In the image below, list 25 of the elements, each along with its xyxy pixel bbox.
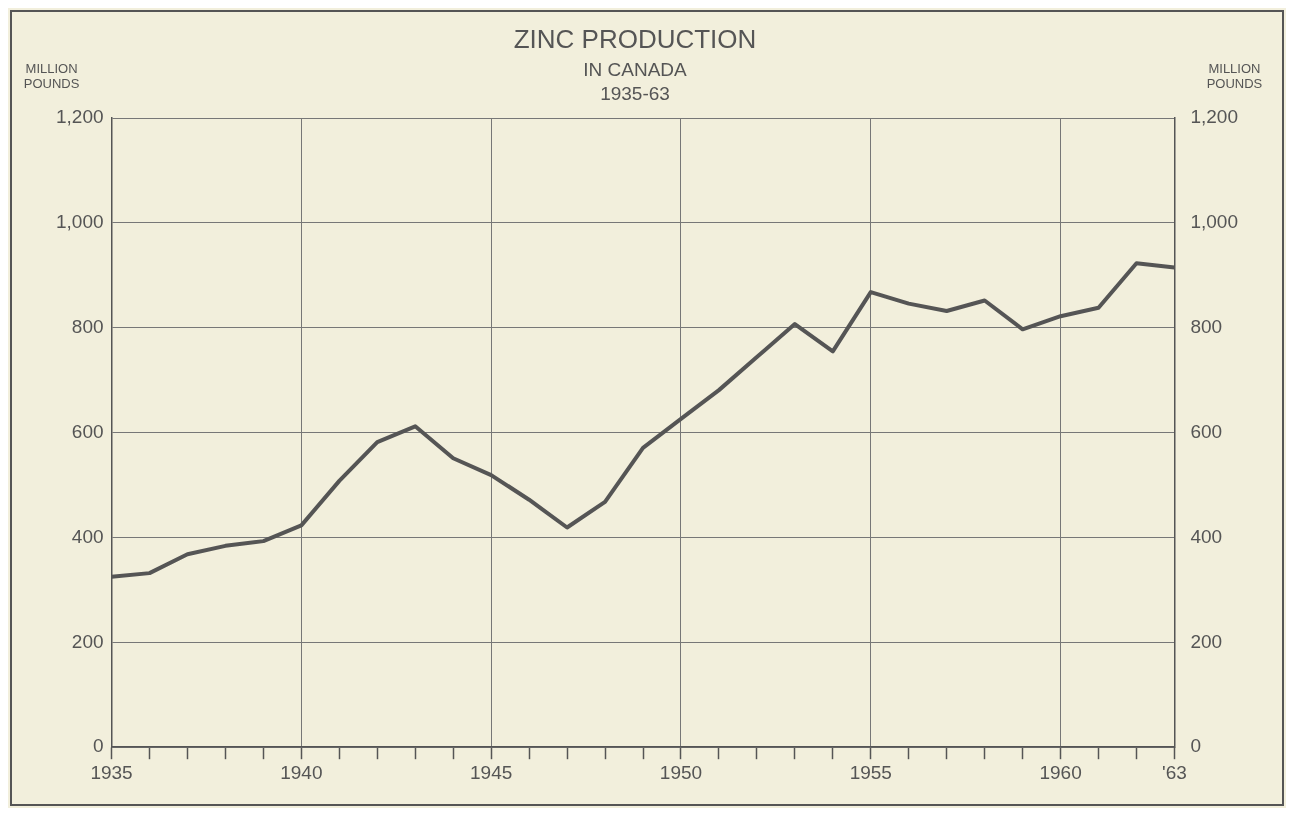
y2-tick-label: 200 <box>1190 630 1223 652</box>
x-tick-label: 1935 <box>90 761 133 783</box>
y-tick-label: 800 <box>71 315 104 337</box>
y-axis-title: MILLION POUNDS <box>23 61 80 91</box>
x-tick-label: 1940 <box>280 761 323 783</box>
y2-tick-label: 600 <box>1190 420 1223 442</box>
x-tick-label: 1955 <box>849 761 892 783</box>
y2-tick-label: 1,000 <box>1190 211 1238 233</box>
y-tick-label: 1,200 <box>56 106 104 128</box>
x-tick-label: 1950 <box>659 761 703 783</box>
x-tick-label: 1960 <box>1039 761 1082 783</box>
y-tick-label: 200 <box>71 630 104 652</box>
chart-subtitle: IN CANADA 1935-63 <box>583 59 688 104</box>
x-tick-label: 1945 <box>470 761 513 783</box>
y2-axis-title: MILLION POUNDS <box>1206 61 1263 91</box>
y2-tick-label: 1,200 <box>1190 106 1238 128</box>
chart-title: ZINC PRODUCTION <box>513 24 757 54</box>
y-tick-label: 400 <box>71 525 104 547</box>
y2-tick-label: 0 <box>1190 735 1202 757</box>
y-tick-label: 0 <box>92 735 104 757</box>
x-tick-label: '63 <box>1162 761 1187 783</box>
y-tick-label: 600 <box>71 420 104 442</box>
y-tick-label: 1,000 <box>56 211 104 233</box>
y2-tick-label: 800 <box>1190 315 1223 337</box>
y2-tick-label: 400 <box>1190 525 1223 547</box>
